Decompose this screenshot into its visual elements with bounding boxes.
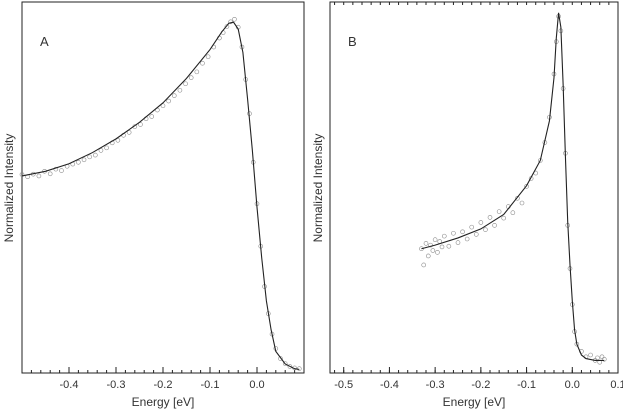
panel-b-data-point: [425, 253, 431, 259]
panel-a-data-point: [93, 152, 98, 158]
panel-b-data-point: [487, 215, 493, 220]
panel-b-data-point: [519, 200, 525, 206]
panel-a-x-tick-label: 0.0: [249, 379, 264, 391]
panel-b-x-ticks: -0.5 -0.4 -0.3 -0.2 -0.1 0.0 0.1: [334, 2, 623, 391]
panel-b-data-point: [432, 237, 438, 243]
panel-b-x-tick-label: -0.3: [426, 379, 445, 391]
panel-a-data-point: [183, 81, 188, 87]
panel-a-data-point: [200, 60, 205, 66]
panel-b-x-tick-label: -0.5: [334, 379, 353, 391]
panel-a-data-point: [188, 75, 194, 80]
panel-a-data-points: [19, 16, 302, 371]
panel-b-data-point: [435, 250, 440, 255]
panel-a-x-tick-label: -0.4: [60, 379, 79, 391]
panel-a-data-point: [177, 87, 183, 93]
panel-a-frame: [21, 1, 305, 374]
panel-a-data-point: [59, 168, 64, 173]
panel-b-data-point: [473, 232, 479, 237]
panel-a-data-point: [19, 172, 25, 177]
panel-b-data-point: [421, 262, 427, 268]
panel-b-data-point: [446, 243, 452, 249]
panel-a-y-axis-label: Normalized Intensity: [2, 134, 16, 243]
panel-a-data-point: [194, 69, 200, 75]
panel-a-data-point: [282, 361, 288, 366]
panel-b-data-point: [441, 233, 447, 239]
panel-b-fit-line: [421, 12, 605, 361]
panel-a-data-point: [205, 54, 211, 60]
panel-a-data-point: [98, 148, 104, 153]
panel-a-data-point: [138, 122, 143, 127]
panel-a-data-point: [87, 154, 92, 160]
panel-a-data-point: [171, 93, 177, 98]
panel-a-data-point: [232, 16, 237, 22]
panel-a-x-tick-label: -0.2: [154, 379, 173, 391]
panel-b-x-tick-label: 0.1: [610, 379, 623, 391]
panel-b-data-point: [428, 242, 433, 248]
panel-b-frame: [329, 1, 619, 374]
panel-b-data-point: [524, 184, 529, 189]
panel-a-fit-line: [21, 21, 300, 370]
panel-b-data-point: [496, 209, 502, 214]
panel-b-data-point: [501, 215, 507, 221]
panel-a-data-point: [36, 173, 42, 179]
panel-a-data-point: [149, 114, 155, 119]
panel-b-x-tick-label: -0.1: [517, 379, 536, 391]
panel-b-data-point: [492, 223, 497, 228]
panel-b-data-point: [599, 354, 605, 360]
panel-a-x-tick-label: -0.3: [107, 379, 126, 391]
panel-b-data-point: [515, 196, 520, 201]
panel-b-data-point: [601, 357, 607, 362]
panel-a-data-point: [166, 98, 171, 104]
panel-b-data-point: [439, 244, 445, 250]
panel-a-x-axis-label: Energy [eV]: [132, 395, 195, 409]
panel-b-data-point: [483, 227, 488, 232]
panel-a-data-point: [104, 145, 109, 151]
panel-a-data-point: [278, 356, 283, 361]
panel-b-data-point: [469, 224, 475, 230]
panel-a: A Normalized Intensity Energy [eV] -0.4-…: [2, 1, 305, 409]
panel-a-x-ticks: -0.4 -0.3 -0.2 -0.1 0.0: [21, 367, 305, 391]
panel-a-data-point: [115, 138, 121, 143]
panel-b-data-points: [419, 14, 607, 365]
panel-b-x-axis-label: Energy [eV]: [443, 395, 506, 409]
panel-b-x-tick-label: 0.0: [565, 379, 580, 391]
panel-b-data-point: [455, 240, 461, 245]
panel-a-x-tick-label: -0.1: [201, 379, 220, 391]
panel-a-data-point: [160, 103, 166, 109]
panel-b-data-point: [451, 230, 456, 236]
panel-b-data-point: [430, 248, 436, 253]
panel-b-data-point: [464, 236, 470, 242]
panel-b-data-point: [423, 241, 429, 246]
panel-b-label: B: [348, 34, 357, 49]
panel-b-data-point: [595, 355, 600, 361]
panel-b-data-point: [460, 229, 465, 235]
panel-a-data-point: [287, 364, 293, 369]
panel-a-data-point: [126, 130, 132, 135]
panel-a-data-point: [224, 24, 230, 29]
panel-a-data-point: [81, 157, 87, 163]
panel-b-data-point: [588, 352, 593, 358]
panel-b-data-point: [510, 210, 516, 216]
panel-b: B Normalized Intensity Energy [eV] -0.5-…: [311, 1, 623, 409]
panel-b-x-tick-label: -0.2: [471, 379, 490, 391]
panel-b-y-axis-label: Normalized Intensity: [311, 134, 325, 243]
panel-b-x-tick-label: -0.4: [380, 379, 399, 391]
panel-a-data-point: [76, 159, 81, 165]
panel-a-data-point: [47, 171, 53, 177]
panel-a-label: A: [40, 34, 49, 49]
panel-b-data-point: [478, 220, 484, 225]
